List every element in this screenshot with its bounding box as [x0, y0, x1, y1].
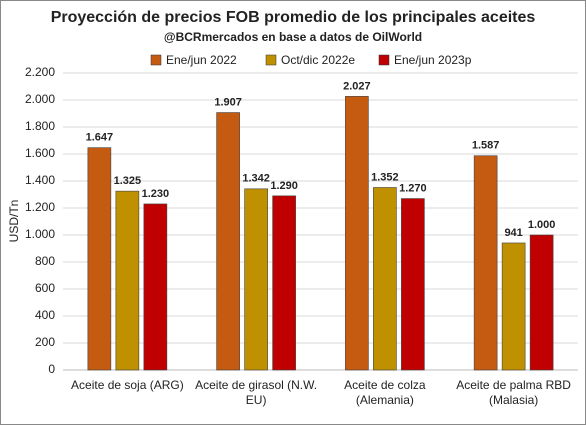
data-label: 1.290 — [270, 180, 298, 192]
bar — [373, 187, 397, 371]
bar — [244, 188, 268, 371]
data-label: 1.230 — [142, 188, 170, 200]
data-label: 2.027 — [343, 80, 371, 92]
bar — [473, 155, 498, 371]
data-label: 1.647 — [86, 132, 114, 144]
x-tick-label: Aceite de colza (Alemania) — [344, 378, 426, 407]
legend-label: Ene/jun 2022 — [166, 53, 237, 67]
legend-swatch — [265, 54, 277, 66]
y-tick-label: 200 — [35, 335, 55, 349]
y-tick-label: 0 — [48, 362, 55, 376]
y-tick-label: 800 — [35, 254, 55, 268]
x-tick-label: Aceite de girasol (N.W. EU) — [195, 378, 318, 407]
chart-subtitle: @BCRmercados en base a datos de OilWorld — [164, 30, 422, 44]
data-label: 1.587 — [472, 140, 500, 152]
data-label: 941 — [504, 227, 522, 239]
legend-label: Oct/dic 2022e — [281, 53, 355, 67]
bar — [401, 198, 425, 371]
y-tick-label: 400 — [35, 308, 55, 322]
y-tick-label: 1.400 — [25, 173, 55, 187]
data-label: 1.270 — [399, 182, 427, 194]
x-tick-label: Aceite de palma RBD (Malasia) — [456, 378, 571, 407]
bar — [115, 190, 140, 371]
bar — [143, 203, 168, 371]
data-label: 1.342 — [242, 173, 270, 185]
legend-swatch — [150, 54, 162, 66]
legend-swatch — [378, 54, 390, 66]
bar — [272, 195, 296, 371]
bar — [529, 234, 554, 371]
data-label: 1.907 — [214, 96, 242, 108]
legend-label: Ene/jun 2023p — [394, 53, 472, 67]
y-tick-label: 600 — [35, 281, 55, 295]
bar — [501, 242, 526, 371]
y-tick-label: 2.000 — [25, 92, 55, 106]
data-label: 1.325 — [114, 175, 142, 187]
x-tick-label: Aceite de soja (ARG) — [71, 378, 184, 392]
data-label: 1.352 — [371, 171, 399, 183]
y-tick-label: 1.200 — [25, 200, 55, 214]
bar — [87, 147, 112, 371]
bar — [216, 112, 240, 371]
bar — [345, 96, 369, 371]
chart-title: Proyección de precios FOB promedio de lo… — [51, 9, 536, 26]
y-tick-label: 1.600 — [25, 146, 55, 160]
data-label: 1.000 — [528, 219, 556, 231]
y-tick-label: 2.200 — [25, 65, 55, 79]
y-tick-label: 1.000 — [25, 227, 55, 241]
y-tick-label: 1.800 — [25, 119, 55, 133]
y-axis-label: USD/Tn — [7, 200, 21, 243]
